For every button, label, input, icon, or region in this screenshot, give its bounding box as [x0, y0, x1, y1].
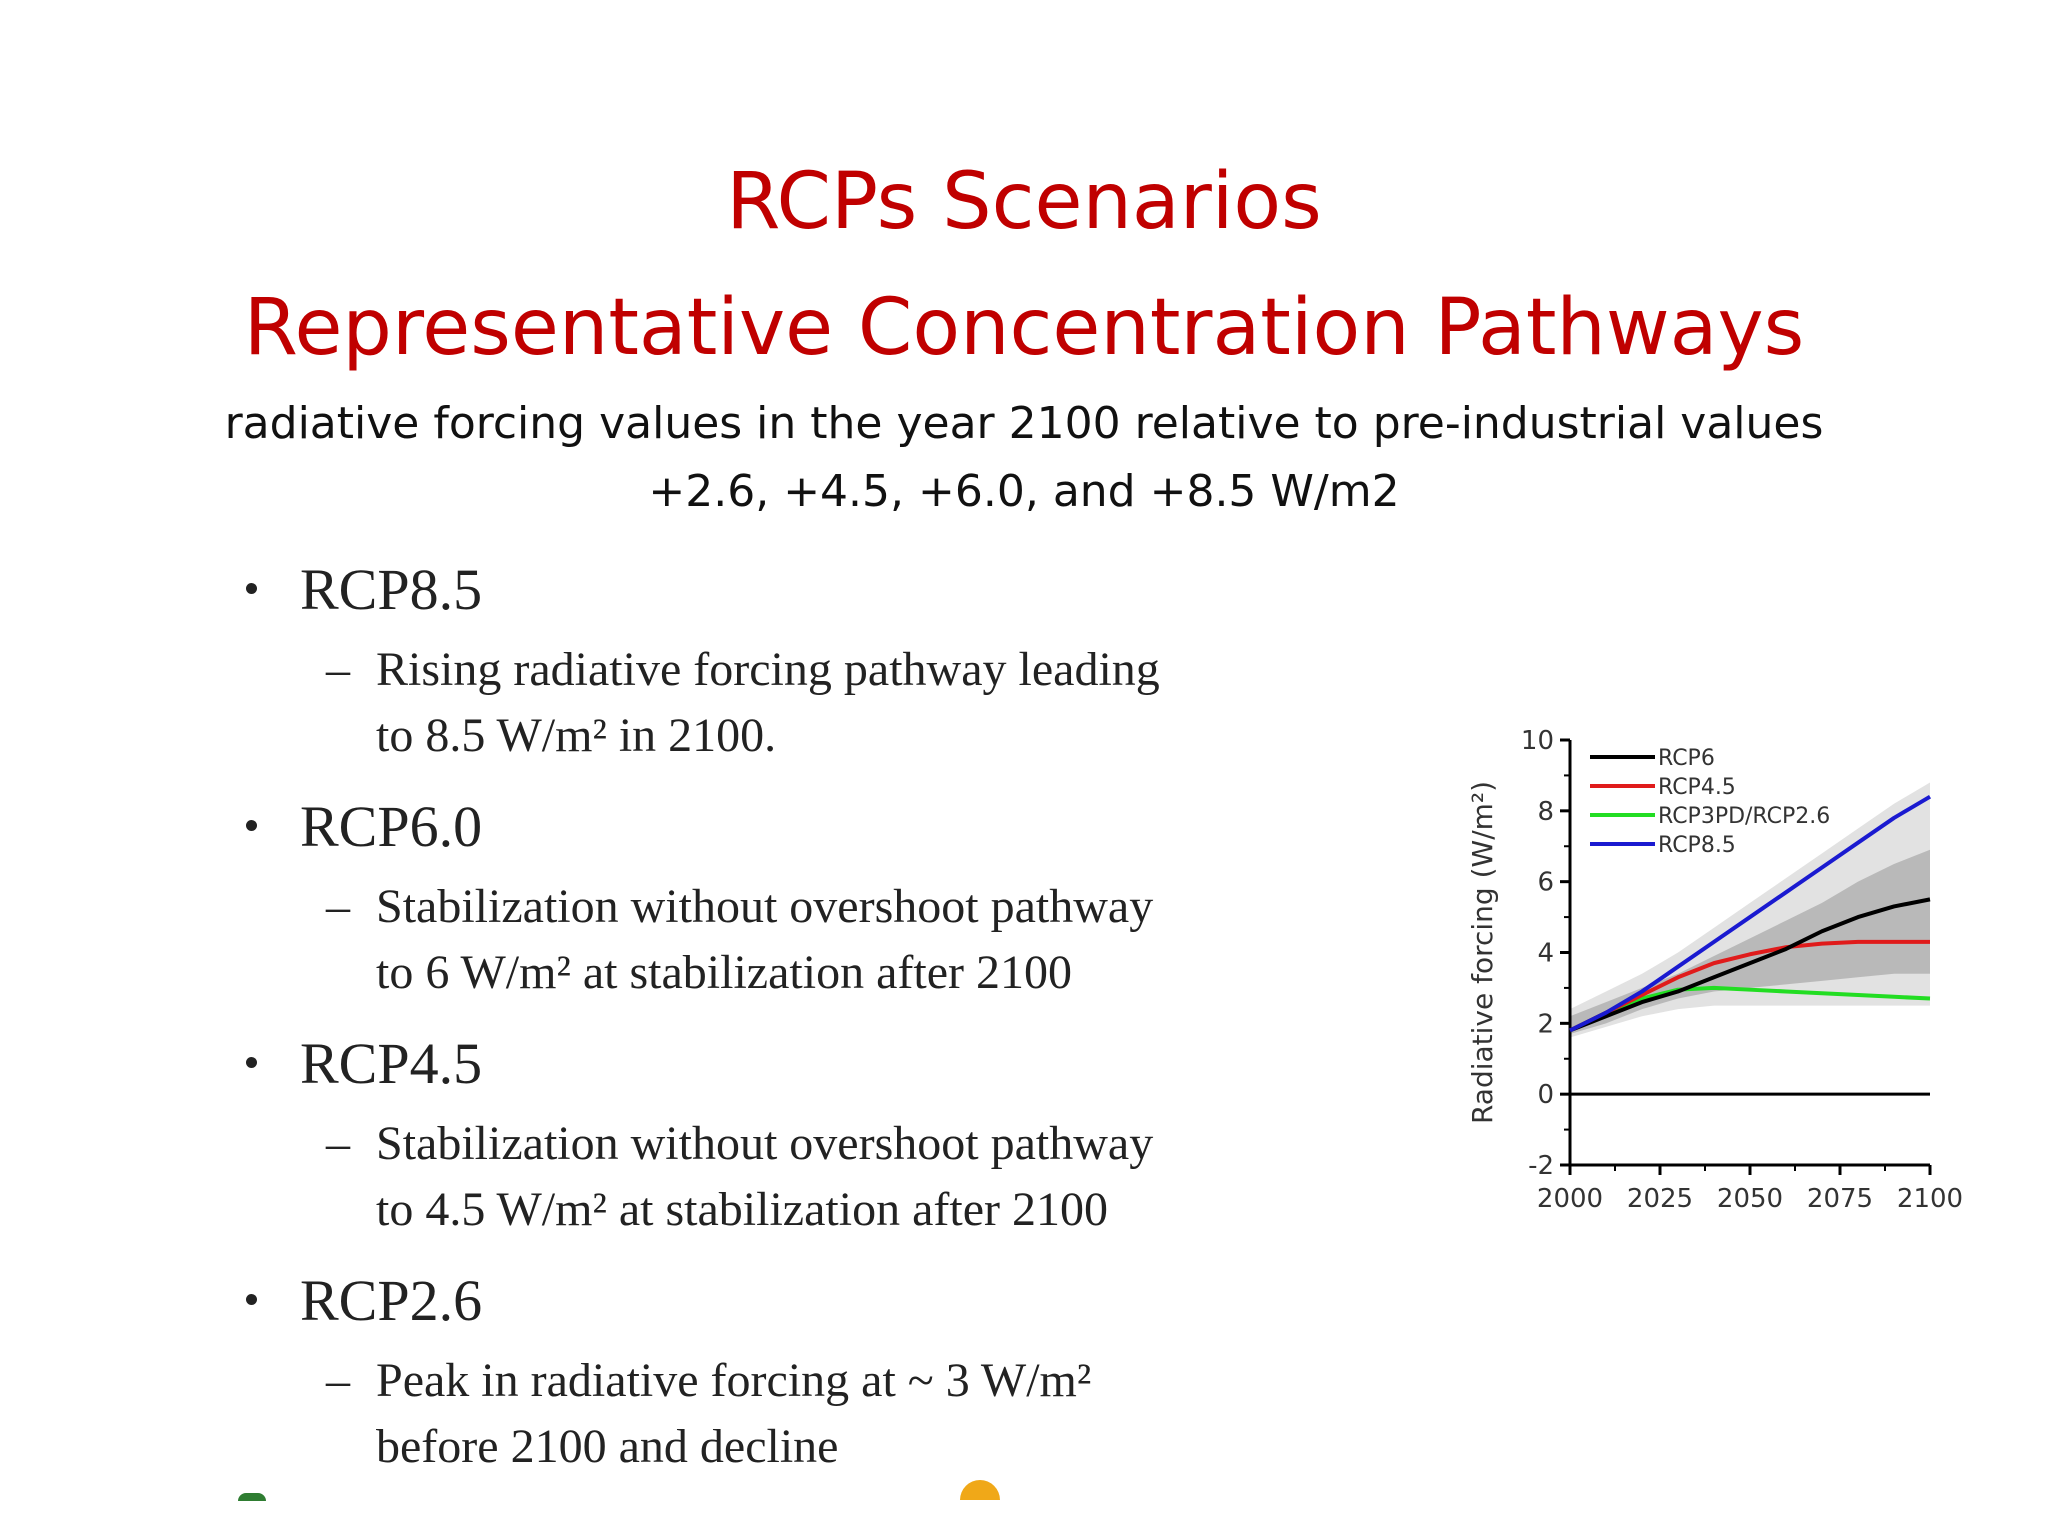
x-tick-label: 2050: [1717, 1184, 1783, 1214]
bullet-dot: [246, 1294, 257, 1305]
bullet-heading: RCP6.0: [300, 794, 483, 859]
partial-logo-icon: [238, 1493, 266, 1501]
y-tick-label: 4: [1537, 939, 1554, 969]
y-tick-label: 0: [1537, 1080, 1554, 1110]
bullet-desc-line2: to 6 W/m² at stabilization after 2100: [376, 946, 1072, 999]
y-tick-label: 6: [1537, 868, 1554, 898]
bullet-desc-line1: Stabilization without overshoot pathway: [376, 1117, 1154, 1170]
bullet-dot: [246, 583, 257, 594]
bullet-desc-line1: Stabilization without overshoot pathway: [376, 880, 1154, 933]
radiative-forcing-chart: -2 0 2 4 6 8 10 2000 2025 2050 2075 2100 Radiative f…: [1466, 726, 1963, 1214]
bullet-desc-line1: Peak in radiative forcing at ~ 3 W/m²: [376, 1354, 1092, 1407]
dash-glyph: –: [326, 1117, 350, 1170]
y-tick-label: 10: [1521, 726, 1554, 756]
slide-title: RCPs Scenarios: [726, 157, 1322, 247]
dash-glyph: –: [326, 1354, 350, 1407]
y-tick-label: 8: [1537, 797, 1554, 827]
bullet-heading: RCP2.6: [300, 1268, 483, 1333]
x-tick-label: 2075: [1807, 1184, 1873, 1214]
y-tick-label: -2: [1528, 1151, 1554, 1181]
x-tick-label: 2025: [1627, 1184, 1693, 1214]
bullet-desc-line2: to 4.5 W/m² at stabilization after 2100: [376, 1183, 1108, 1236]
partial-emblem-icon: [960, 1480, 1000, 1500]
bullet-heading: RCP8.5: [300, 557, 483, 622]
bullet-desc-line1: Rising radiative forcing pathway leading: [376, 643, 1160, 696]
slide-subtitle: radiative forcing values in the year 210…: [224, 398, 1824, 449]
bullet-dot: [246, 820, 257, 831]
bullet-desc-line2: before 2100 and decline: [376, 1420, 839, 1473]
bullet-desc-line2: to 8.5 W/m² in 2100.: [376, 709, 777, 762]
series-line: [1569, 897, 1931, 1033]
bullet-heading: RCP4.5: [300, 1031, 483, 1096]
legend-label: RCP6: [1658, 746, 1715, 771]
x-tick-label: 2000: [1537, 1184, 1603, 1214]
legend-label: RCP4.5: [1658, 775, 1736, 800]
dash-glyph: –: [326, 643, 350, 696]
legend-label: RCP3PD/RCP2.6: [1658, 804, 1830, 829]
series-line: [1569, 939, 1930, 1033]
slide-subtitle-values: +2.6, +4.5, +6.0, and +8.5 W/m2: [648, 466, 1400, 517]
x-tick-label: 2100: [1897, 1184, 1963, 1214]
y-tick-label: 2: [1537, 1009, 1554, 1039]
content-image-panel: RCP8.5 – Rising radiative forcing pathwa…: [200, 545, 1963, 1501]
series-line: [1569, 794, 1932, 1033]
legend-label: RCP8.5: [1658, 833, 1736, 858]
series-line: [1569, 985, 1931, 1033]
bullet-dot: [246, 1057, 257, 1068]
slide-title-full: Representative Concentration Pathways: [243, 283, 1805, 373]
y-axis-label: Radiative forcing (W/m²): [1466, 781, 1499, 1124]
dash-glyph: –: [326, 880, 350, 933]
